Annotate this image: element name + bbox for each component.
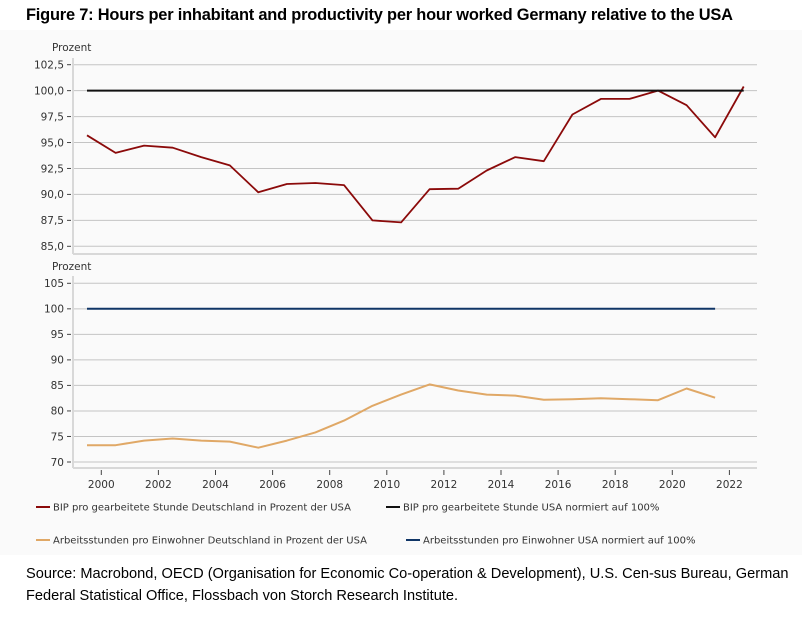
series-line-bip-de [86, 86, 745, 224]
y-tick-label: 95,0 [41, 137, 64, 149]
y-axis-unit-label: Prozent [52, 42, 91, 54]
y-tick-label: 102,5 [34, 60, 64, 72]
y-tick-label: 85 [51, 380, 64, 392]
y-tick-label: 100 [44, 304, 64, 316]
x-tick-label: 2006 [259, 479, 286, 491]
legend-item: BIP pro gearbeitete Stunde Deutschland i… [36, 503, 351, 514]
y-tick-label: 90,0 [41, 189, 64, 201]
x-tick-label: 2008 [316, 479, 343, 491]
series-line-hours-de [87, 383, 716, 449]
legend-label: Arbeitsstunden pro Einwohner Deutschland… [53, 536, 367, 547]
y-tick-label: 92,5 [41, 163, 64, 175]
legend-item: Arbeitsstunden pro Einwohner Deutschland… [36, 536, 367, 547]
y-tick-label: 70 [51, 457, 64, 469]
y-tick-label: 87,5 [41, 215, 64, 227]
x-tick-label: 2016 [545, 479, 572, 491]
legend-label: BIP pro gearbeitete Stunde Deutschland i… [53, 503, 351, 514]
x-tick-label: 2002 [145, 479, 172, 491]
x-tick-label: 2018 [602, 479, 629, 491]
y-tick-label: 80 [51, 406, 64, 418]
legend-label: BIP pro gearbeitete Stunde USA normiert … [403, 503, 659, 514]
legend-item: Arbeitsstunden pro Einwohner USA normier… [406, 536, 695, 547]
chart-area: Prozent 85,0 87,5 90,0 92,5 95,0 97,5 100,0 102,… [0, 30, 802, 555]
x-tick-label: 2010 [373, 479, 400, 491]
legend-label: Arbeitsstunden pro Einwohner USA normier… [423, 536, 695, 547]
source-note: Source: Macrobond, OECD (Organisation fo… [26, 566, 789, 604]
y-tick-label: 95 [51, 329, 64, 341]
x-tick-label: 2020 [659, 479, 686, 491]
y-tick-label: 100,0 [34, 85, 64, 97]
y-tick-label: 85,0 [41, 241, 64, 253]
panel-top: Prozent 85,0 87,5 90,0 92,5 95,0 97,5 100,0 102,… [34, 42, 757, 255]
x-tick-label: 2022 [716, 479, 743, 491]
y-axis-unit-label: Prozent [52, 261, 91, 273]
chart-svg: Prozent 85,0 87,5 90,0 92,5 95,0 97,5 100,0 102,… [34, 42, 757, 547]
x-tick-label: 2014 [488, 479, 515, 491]
x-tick-label: 2004 [202, 479, 229, 491]
y-tick-label: 97,5 [41, 111, 64, 123]
x-tick-label: 2012 [431, 479, 458, 491]
figure-title: Figure 7: Hours per inhabitant and produ… [26, 6, 733, 24]
y-tick-label: 105 [44, 278, 64, 290]
panel-bottom: Prozent 70 75 80 85 90 95 100 105 2000 2002 2004 200… [44, 261, 757, 491]
x-tick-label: 2000 [88, 479, 115, 491]
y-tick-label: 75 [51, 431, 64, 443]
y-tick-label: 90 [51, 355, 64, 367]
legend-item: BIP pro gearbeitete Stunde USA normiert … [386, 503, 659, 514]
